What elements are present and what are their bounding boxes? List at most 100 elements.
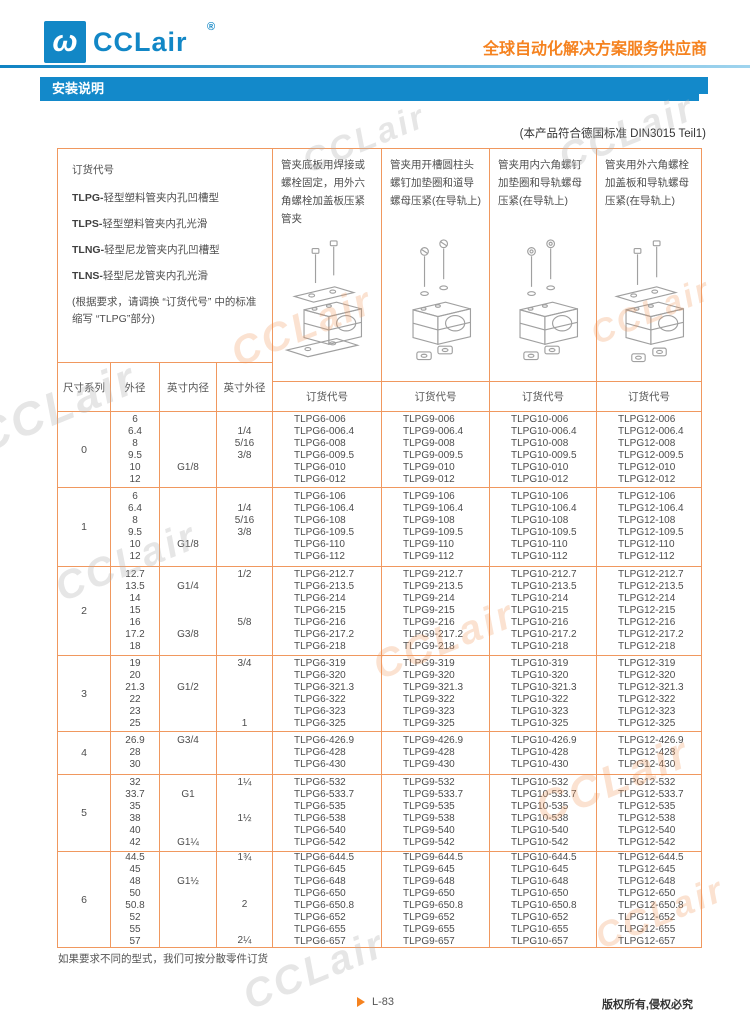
inch-id-cell-value: G1/4 bbox=[177, 581, 199, 592]
code-cell: TLPG12-106 TLPG12-106.4 TLPG12-108 TLPG12-1… bbox=[597, 488, 701, 566]
order-code-value: TLPG12-216 bbox=[618, 617, 676, 628]
clamp-exploded-socket-screw-rail-icon bbox=[519, 239, 579, 361]
model-line: TLPS-轻型塑料管夹内孔光滑 bbox=[72, 216, 262, 231]
od-cell-value: 45 bbox=[129, 863, 141, 875]
order-code-value: TLPG10-106.4 bbox=[511, 503, 577, 514]
order-code-value: TLPG12-212.7 bbox=[618, 569, 684, 580]
inch-id-cell-value bbox=[160, 759, 216, 771]
inch-id-cell-value bbox=[160, 825, 216, 837]
series-cell: 1 bbox=[58, 488, 110, 566]
od-cell-value: 18 bbox=[129, 641, 141, 652]
code-cell: TLPG9-319 TLPG9-320 TLPG9-321.3 TLPG9-322 TL… bbox=[382, 656, 489, 731]
order-code-value: TLPG12-218 bbox=[618, 641, 676, 652]
product-desc: 管夹用外六角螺栓加盖板和导轨螺母压紧(在导轨上) bbox=[605, 159, 689, 207]
od-cell-value: 28 bbox=[129, 747, 141, 758]
inch-id-cell-value bbox=[160, 617, 216, 629]
series-value: 4 bbox=[81, 747, 87, 759]
od-cell-value: 50.8 bbox=[125, 899, 145, 911]
inch-id-cell-value bbox=[160, 438, 216, 450]
order-code-value: TLPG12-538 bbox=[618, 813, 676, 824]
inch-id-cell-value bbox=[160, 900, 216, 912]
order-code-value: TLPG9-648 bbox=[403, 875, 455, 887]
order-code-value: TLPG10-213.5 bbox=[511, 581, 577, 592]
inch-id-cell-value bbox=[160, 911, 216, 923]
od-cell: 6 6.4 8 9.5 10 12 bbox=[111, 412, 159, 487]
inch-od-cell bbox=[217, 732, 272, 774]
order-code-value: TLPG9-218 bbox=[403, 641, 455, 652]
order-code-value: TLPG10-012 bbox=[511, 473, 569, 485]
order-code-value: TLPG9-215 bbox=[403, 605, 455, 616]
od-cell-value: 23 bbox=[129, 705, 141, 717]
product-column-weld-base: 管夹底板用焊接或螺栓固定，用外六角螺栓加盖板压紧管夹 bbox=[273, 149, 381, 381]
code-cell: TLPG9-644.5 TLPG9-645 TLPG9-648 TLPG9-650 TL… bbox=[382, 852, 489, 947]
order-code-value: TLPG9-006 bbox=[403, 413, 455, 425]
inch-od-cell-value bbox=[217, 923, 272, 935]
inch-od-cell-value bbox=[217, 706, 272, 718]
inch-id-cell-value bbox=[160, 923, 216, 935]
code-cell: TLPG12-644.5 TLPG12-645 TLPG12-648 TLPG12-6… bbox=[597, 852, 701, 947]
order-code-value: TLPG6-540 bbox=[294, 825, 346, 836]
order-code-value: TLPG12-648 bbox=[618, 875, 676, 887]
order-code-value: TLPG6-533.7 bbox=[294, 789, 355, 800]
inch-id-cell-value bbox=[160, 569, 216, 581]
order-code-value: TLPG9-644.5 bbox=[403, 851, 464, 863]
order-code-value: TLPG6-320 bbox=[294, 669, 346, 681]
inch-od-cell-value: 3/4 bbox=[237, 657, 252, 669]
inch-od-cell-value: 5/8 bbox=[237, 617, 252, 628]
order-code-value: TLPG6-110 bbox=[294, 539, 345, 550]
od-cell-value: 55 bbox=[129, 923, 141, 935]
order-code-value: TLPG9-320 bbox=[403, 669, 455, 681]
order-code-value: TLPG6-650 bbox=[294, 887, 346, 899]
inch-od-cell-value: 1¾ bbox=[237, 852, 252, 863]
order-code-value: TLPG12-320 bbox=[618, 669, 676, 681]
order-code-value: TLPG9-533.7 bbox=[403, 789, 464, 800]
legend-note: (根据要求，请调换 “订货代号” 中的标准缩写 “TLPG”部分) bbox=[72, 296, 257, 326]
order-code-value: TLPG6-006 bbox=[294, 413, 346, 425]
model-line: TLNS-轻型尼龙管夹内孔光滑 bbox=[72, 268, 262, 283]
order-code-value: TLPG12-644.5 bbox=[618, 851, 684, 863]
order-code-value: TLPG12-426.9 bbox=[618, 735, 684, 746]
order-code-value: TLPG12-009.5 bbox=[618, 449, 684, 461]
series-value: 5 bbox=[81, 807, 87, 819]
inch-od-cell: 1¼ 1½ bbox=[217, 775, 272, 851]
standard-note: (本产品符合德国标准 DIN3015 Teil1) bbox=[519, 128, 706, 140]
inch-od-cell-value bbox=[217, 682, 272, 694]
order-code-value: TLPG10-535 bbox=[511, 801, 569, 812]
brand-name: CCLair bbox=[93, 27, 188, 57]
order-code-value: TLPG6-325 bbox=[294, 717, 346, 729]
od-cell-value: 22 bbox=[129, 693, 141, 705]
order-code-value: TLPG10-428 bbox=[511, 747, 569, 758]
model-code: TLPS- bbox=[72, 218, 103, 230]
inch-od-cell-value bbox=[217, 789, 272, 801]
order-code-value: TLPG10-006 bbox=[511, 413, 569, 425]
inch-id-cell-value bbox=[160, 718, 216, 730]
order-code-value: TLPG9-006.4 bbox=[403, 425, 464, 437]
order-code-value: TLPG12-532 bbox=[618, 777, 676, 788]
order-code-value: TLPG9-532 bbox=[403, 777, 455, 788]
product-desc: 管夹底板用焊接或螺栓固定，用外六角螺栓加盖板压紧管夹 bbox=[281, 159, 365, 225]
code-cell: TLPG12-426.9 TLPG12-428 TLPG12-430 bbox=[597, 732, 701, 774]
order-code-value: TLPG6-216 bbox=[294, 617, 346, 628]
od-cell: 12.7 13.5 14 15 16 17.2 18 bbox=[111, 567, 159, 655]
order-code-value: TLPG9-106.4 bbox=[403, 503, 464, 514]
code-cell: TLPG12-319 TLPG12-320 TLPG12-321.3 TLPG12-3… bbox=[597, 656, 701, 731]
order-code-value: TLPG12-006 bbox=[618, 413, 676, 425]
order-code-value: TLPG10-320 bbox=[511, 669, 569, 681]
inch-id-cell-value bbox=[160, 551, 216, 563]
order-code-value: TLPG6-644.5 bbox=[294, 851, 355, 863]
order-code-value: TLPG10-323 bbox=[511, 705, 569, 717]
order-code-value: TLPG6-212.7 bbox=[294, 569, 355, 580]
inch-od-cell-value: 1/4 bbox=[237, 503, 252, 514]
order-code-value: TLPG6-323 bbox=[294, 705, 346, 717]
order-code-value: TLPG9-657 bbox=[403, 935, 455, 947]
order-code-value: TLPG12-108 bbox=[618, 515, 676, 526]
order-code-value: TLPG10-652 bbox=[511, 911, 569, 923]
od-cell-value: 20 bbox=[129, 669, 141, 681]
inch-od-cell-value bbox=[217, 801, 272, 813]
od-cell: 6 6.4 8 9.5 10 12 bbox=[111, 488, 159, 566]
inch-id-cell-value: G1/8 bbox=[177, 539, 199, 550]
model-code: TLNG- bbox=[72, 244, 105, 256]
inch-od-cell-value bbox=[217, 888, 272, 900]
product-column-slot-screw: 管夹用开槽圆柱头螺钉加垫圈和道导螺母压紧(在导轨上) bbox=[382, 149, 489, 381]
order-code-value: TLPG9-108 bbox=[403, 515, 455, 526]
